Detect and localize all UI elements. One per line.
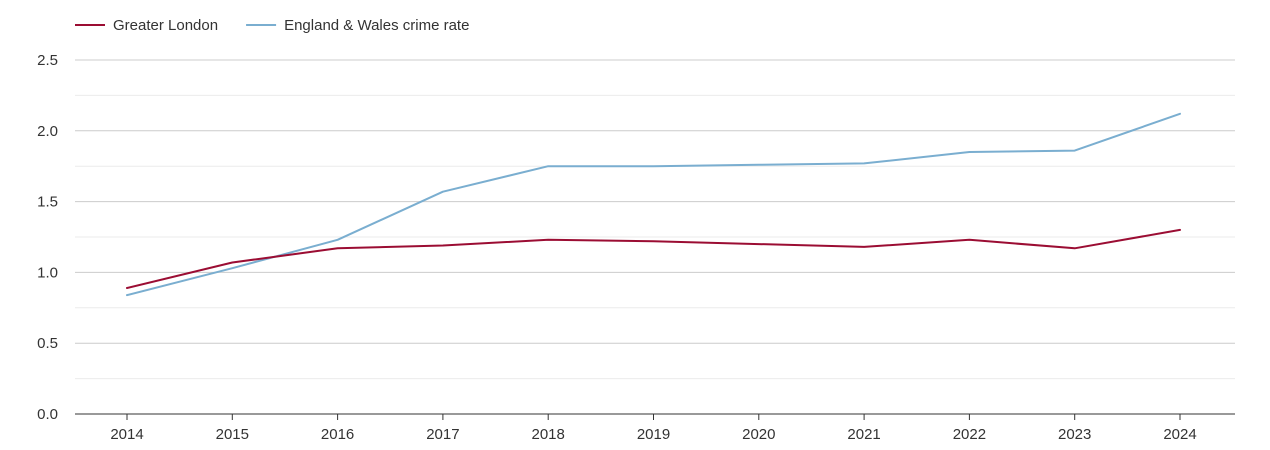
series-line-0 [126,228,1181,289]
x-tick-label: 2019 [637,426,670,443]
x-axis: 2014 2015 2016 2017 2018 2019 2020 2021 2022 2023… [75,413,1235,443]
y-tick-label: 2.5 [37,52,58,69]
y-tick-label: 0.0 [37,406,58,423]
x-tick-label: 2023 [1058,426,1091,443]
legend-label: England & Wales crime rate [284,17,469,34]
x-tick-label: 2024 [1163,426,1196,443]
legend-label: Greater London [113,17,218,34]
x-tick-label: 2020 [742,426,775,443]
x-tick-label: 2018 [532,426,565,443]
series-line-1 [126,112,1181,297]
y-axis: 0.0 0.5 1.0 1.5 2.0 2.5 [37,52,58,423]
y-tick-label: 1.0 [37,264,58,281]
x-tick-label: 2015 [216,426,249,443]
x-tick-label: 2014 [110,426,143,443]
y-tick-label: 0.5 [37,335,58,352]
x-tick-label: 2021 [847,426,880,443]
y-tick-label: 2.0 [37,123,58,140]
x-tick-label: 2022 [953,426,986,443]
x-tick-label: 2017 [426,426,459,443]
series-layer [126,112,1181,297]
x-tick-label: 2016 [321,426,354,443]
y-tick-label: 1.5 [37,194,58,211]
legend-item[interactable]: Greater London [75,17,218,34]
legend: Greater London England & Wales crime rate [75,17,469,34]
legend-item[interactable]: England & Wales crime rate [246,17,469,34]
gridlines [75,59,1235,380]
